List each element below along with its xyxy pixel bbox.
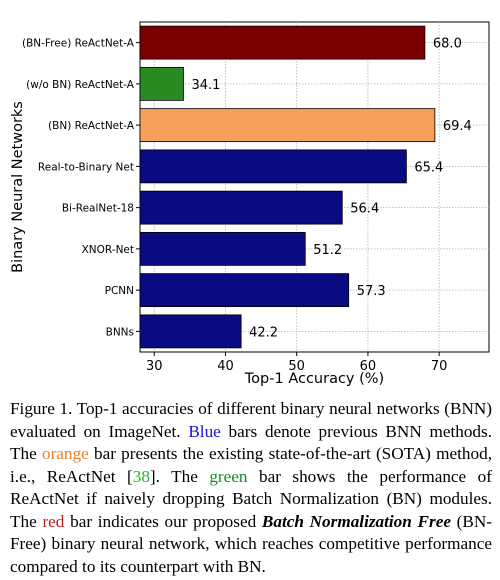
plot-area (139, 21, 490, 353)
bar (139, 190, 343, 225)
bars: 68.0 34.1 69.4 65.4 56.4 51.2 57.3 42.2 (139, 25, 472, 349)
y-tick-label: BNNs (106, 326, 134, 338)
x-tick-label: 30 (146, 359, 163, 374)
bar (139, 66, 184, 101)
x-tick-label: 70 (431, 359, 448, 374)
caption-text: bars denote previous BNN methods. The (10, 421, 493, 464)
data-label: 56.4 (350, 202, 379, 217)
data-label: 51.2 (313, 243, 342, 258)
x-tick-label: 60 (360, 359, 377, 374)
x-ticks: 30 40 50 60 70 (146, 352, 447, 374)
y-tick-label: (BN) ReActNet-A (48, 120, 135, 132)
data-label: 42.2 (249, 325, 278, 340)
caption-green-word: green (209, 466, 248, 486)
x-tick-label: 40 (217, 359, 234, 374)
x-axis-label: Top-1 Accuracy (%) (244, 371, 384, 387)
caption-reference[interactable]: 38 (132, 466, 150, 486)
bar (139, 314, 242, 349)
caption-text: ]. The (149, 466, 210, 486)
caption-blue-word: Blue (188, 421, 221, 441)
y-tick-label: PCNN (105, 285, 134, 297)
caption-orange-word: orange (41, 444, 89, 463)
caption-bold-term: Batch Normalization Free (261, 511, 451, 531)
caption-text: bar presents the existing state-of-the-a… (10, 444, 492, 486)
bar (139, 25, 426, 60)
y-axis-label: Binary Neural Networks (10, 101, 26, 273)
bar (139, 149, 407, 184)
bar (139, 273, 350, 308)
caption-text: Figure 1. Top-1 accuracies of different … (10, 399, 492, 441)
data-label: 34.1 (191, 78, 220, 93)
caption-text: (BN-Free) binary neural network, which r… (10, 511, 492, 576)
data-label: 57.3 (357, 284, 386, 299)
y-tick-label: (w/o BN) ReActNet-A (26, 79, 135, 91)
bar (139, 231, 306, 266)
y-tick-label: (BN-Free) ReActNet-A (22, 38, 135, 50)
figure-caption: Figure 1. Top-1 accuracies of different … (10, 398, 492, 578)
bar-chart: 68.0 34.1 69.4 65.4 56.4 51.2 57.3 42.2 30 40 50 6… (10, 21, 490, 387)
x-tick-label: 50 (288, 359, 305, 374)
y-tick-label: Bi-RealNet-18 (62, 203, 134, 215)
data-label: 65.4 (414, 160, 443, 175)
bar (139, 108, 436, 143)
caption-red-word: red (42, 511, 65, 531)
caption-text: bar shows the performance of ReActNet if… (10, 466, 492, 531)
y-ticks: (BN-Free) ReActNet-A (w/o BN) ReActNet-A (… (22, 38, 140, 338)
y-tick-label: Real-to-Binary Net (38, 161, 134, 173)
y-tick-label: XNOR-Net (82, 244, 134, 256)
data-label: 69.4 (443, 119, 472, 134)
data-label: 68.0 (433, 37, 462, 52)
caption-text: bar indicates our proposed (64, 511, 262, 531)
